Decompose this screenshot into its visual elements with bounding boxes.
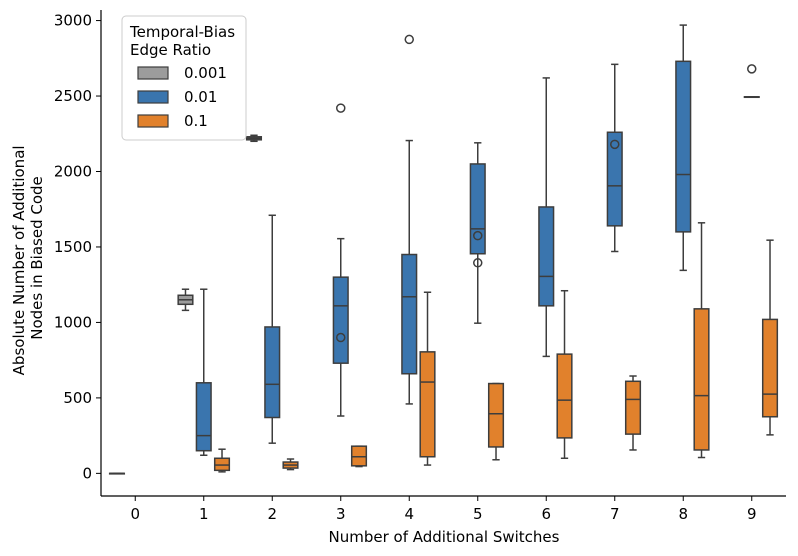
x-tick-label: 5 — [473, 505, 483, 523]
x-tick-label: 8 — [678, 505, 688, 523]
box-0.1-4 — [419, 291, 436, 466]
box-0.01-4 — [401, 34, 418, 405]
box-0.1-9 — [761, 239, 779, 436]
box-0.01-5 — [469, 142, 486, 324]
box-body — [350, 445, 368, 467]
box-0.01-9 — [743, 64, 760, 99]
box-0.1-1 — [213, 448, 231, 473]
y-tick-label: 3000 — [54, 12, 92, 30]
box-body — [332, 276, 349, 364]
box-body — [469, 163, 486, 255]
y-tick-label: 1000 — [54, 313, 92, 331]
outlier-point — [747, 64, 757, 74]
legend-swatch — [137, 90, 169, 104]
box-0.01-1 — [195, 288, 212, 456]
y-axis-label: Absolute Number of Additional Nodes in B… — [10, 141, 46, 376]
outlier-point — [610, 139, 620, 150]
box-body — [401, 253, 418, 375]
legend-entry-label: 0.01 — [184, 88, 217, 106]
x-axis-label: Number of Additional Switches — [329, 528, 560, 546]
box-0.1-7 — [624, 375, 642, 451]
outlier-point — [473, 258, 483, 268]
outlier-point — [473, 230, 483, 241]
legend-frame — [121, 15, 247, 141]
box-0.1-8 — [693, 222, 710, 459]
box-0.01-2 — [264, 214, 281, 444]
box-0.01-6 — [538, 77, 555, 358]
box-body — [624, 380, 642, 435]
box-0.1-5 — [487, 382, 505, 461]
y-tick-label: 0 — [82, 464, 92, 482]
outlier-point — [336, 332, 346, 343]
box-0.001-1 — [177, 288, 194, 312]
box-body — [213, 457, 231, 472]
legend-title-line: Temporal-Bias — [129, 23, 235, 41]
box-0.01-3 — [332, 103, 349, 417]
box-0.1-2 — [282, 458, 299, 471]
box-0.001-2 — [245, 134, 263, 143]
box-body — [419, 351, 436, 458]
x-tick-label: 0 — [130, 505, 140, 523]
plot-area — [108, 24, 779, 475]
x-tick-label: 6 — [541, 505, 551, 523]
outlier-point — [404, 34, 414, 45]
box-body — [195, 382, 212, 452]
legend-swatch — [137, 114, 169, 128]
y-axis-label-line-1: Absolute Number of Additional — [10, 145, 28, 375]
y-tick-label: 2500 — [54, 87, 92, 105]
outlier-point — [336, 103, 346, 113]
axes: 0 500 1000 1500 2000 2500 3000 0 1 2 3 4 5 6 7 8 9 — [54, 10, 786, 523]
legend-swatch — [137, 66, 169, 80]
box-body — [487, 382, 505, 448]
legend-title-line: Edge Ratio — [130, 41, 211, 59]
x-tick-label: 9 — [747, 505, 757, 523]
y-tick-label: 1500 — [54, 238, 92, 256]
x-tick-label: 7 — [610, 505, 620, 523]
x-tick-label: 3 — [336, 505, 346, 523]
x-tick-label: 1 — [199, 505, 209, 523]
legend-entry-label: 0.001 — [184, 64, 227, 82]
y-tick-label: 2000 — [54, 162, 92, 180]
box-body — [693, 308, 710, 451]
box-0.01-8 — [675, 24, 692, 272]
box-body — [606, 131, 623, 227]
box-body — [538, 206, 555, 307]
box-0.1-6 — [556, 289, 573, 460]
y-axis-label-line-2: Nodes in Biased Code — [28, 176, 46, 340]
box-0.001-0 — [108, 472, 126, 475]
box-0.01-7 — [606, 63, 623, 253]
x-tick-label: 4 — [404, 505, 414, 523]
legend-entry-label: 0.1 — [184, 112, 208, 130]
box-0.1-3 — [350, 445, 368, 468]
box-body — [675, 60, 692, 233]
y-tick-label: 500 — [63, 389, 92, 407]
box-body — [264, 326, 281, 419]
box-body — [761, 318, 779, 418]
x-tick-label: 2 — [267, 505, 277, 523]
box-body — [556, 353, 573, 439]
